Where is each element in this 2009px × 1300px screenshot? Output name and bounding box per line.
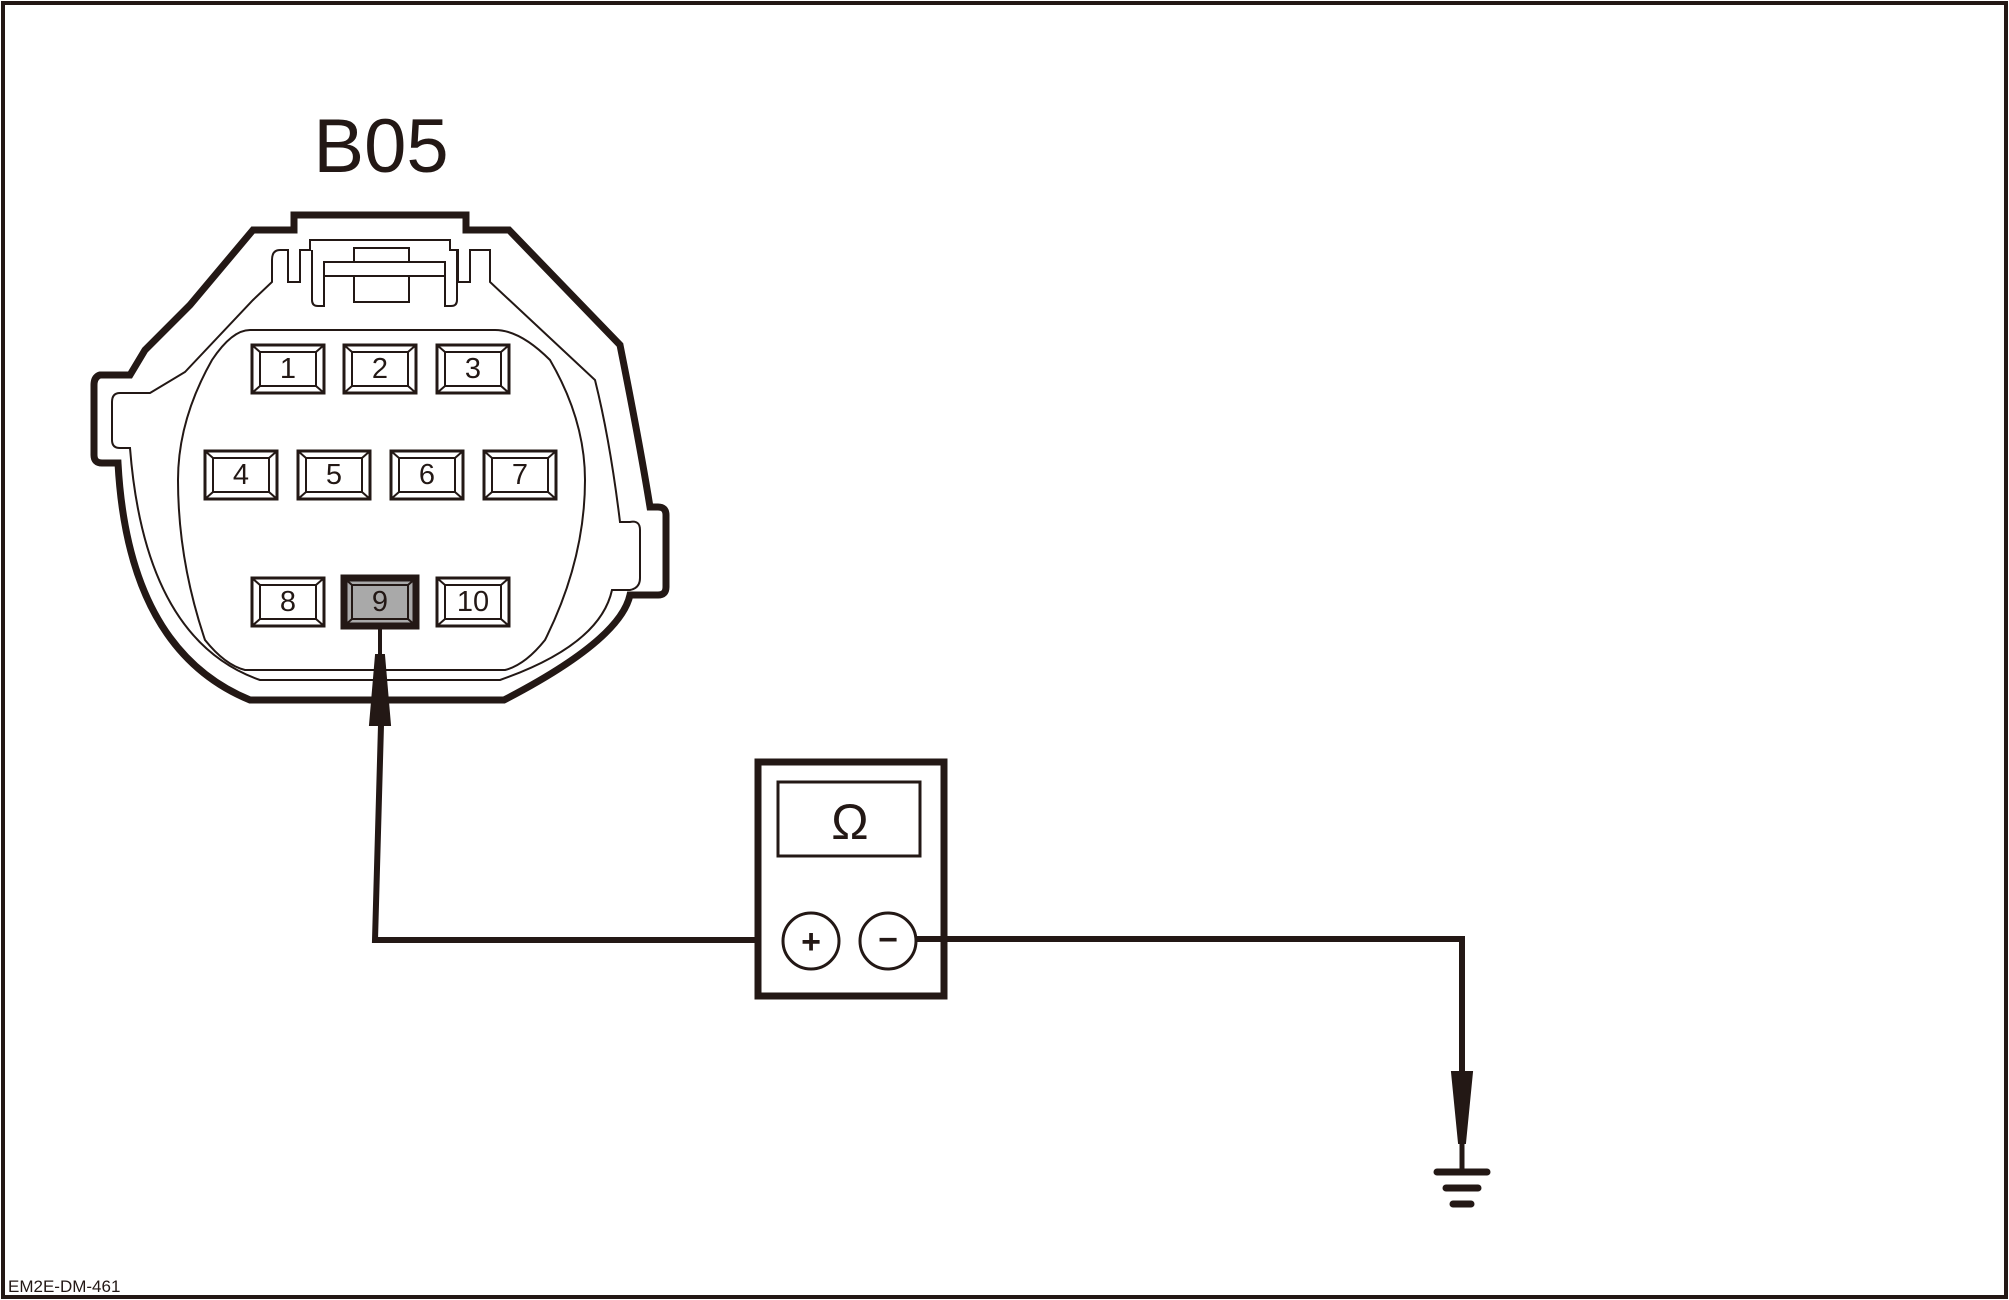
negative-terminal-label: − xyxy=(878,921,898,959)
pin-label: 8 xyxy=(280,586,296,618)
pin-label: 10 xyxy=(457,586,489,618)
pin-inner xyxy=(444,351,502,387)
pin-label: 3 xyxy=(465,353,481,385)
pin-label: 5 xyxy=(326,459,342,491)
probe-wire-negative xyxy=(916,936,1474,1170)
pin-label: 6 xyxy=(419,459,435,491)
positive-terminal-label: + xyxy=(801,923,821,961)
figure-code: EM2E-DM-461 xyxy=(8,1277,120,1296)
pin-inner xyxy=(351,351,409,387)
pin-inner xyxy=(398,457,456,493)
positive-terminal xyxy=(781,911,841,971)
pin-inner xyxy=(305,457,363,493)
pin-5: 5 xyxy=(296,449,372,501)
pin-cavity-outline xyxy=(176,329,587,671)
connector-pins: 1 2 3 4 5 6 7 8 9 10 xyxy=(203,343,558,630)
pin-9: 9 xyxy=(340,574,420,630)
pin-inner xyxy=(491,457,549,493)
pin-inner xyxy=(444,584,502,620)
pin-label: 4 xyxy=(233,459,249,491)
pin-1: 1 xyxy=(250,343,326,395)
ground-symbol xyxy=(1433,1168,1491,1208)
pin-7: 7 xyxy=(482,449,558,501)
pin-8: 8 xyxy=(250,576,326,628)
connector-latch xyxy=(311,247,458,307)
multimeter-display xyxy=(776,780,922,858)
pin-10: 10 xyxy=(435,576,511,628)
pin-2: 2 xyxy=(342,343,418,395)
probe-tip-negative xyxy=(1450,1071,1474,1144)
connector-inner-shell xyxy=(111,239,641,681)
probe-wire-positive xyxy=(368,628,763,943)
multimeter: Ω + − xyxy=(754,758,948,1000)
pin-3: 3 xyxy=(435,343,511,395)
pin-label: 9 xyxy=(372,586,388,618)
pin-6: 6 xyxy=(389,449,465,501)
probe-tip-positive xyxy=(368,654,392,726)
ohm-symbol: Ω xyxy=(831,794,868,850)
pin-inner xyxy=(351,584,409,620)
pin-inner xyxy=(259,351,317,387)
connector-b05 xyxy=(90,211,670,704)
pin-label: 7 xyxy=(512,459,528,491)
connector-label: B05 xyxy=(313,104,448,189)
pin-label: 2 xyxy=(372,353,388,385)
pin-inner xyxy=(259,584,317,620)
pin-label: 1 xyxy=(280,353,296,385)
pin-inner xyxy=(212,457,270,493)
connector-outer-shell xyxy=(90,211,670,704)
pin-4: 4 xyxy=(203,449,279,501)
